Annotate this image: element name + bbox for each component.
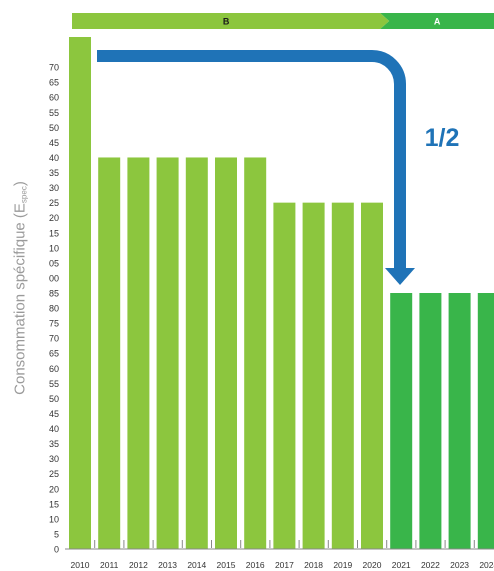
y-tick-labels: 0510152025303540455055606570758085000510…: [49, 63, 59, 555]
y-tick-label: 5: [54, 529, 59, 539]
class-band-b: [72, 13, 390, 29]
bar-2023: [448, 293, 471, 549]
y-tick-label: 00: [49, 273, 59, 283]
y-tick-label: 30: [49, 454, 59, 464]
bar-2019: [331, 202, 354, 549]
y-axis-label-wrap: Consommation spécifique (Espec): [0, 0, 40, 571]
y-tick-label: 0: [54, 545, 59, 555]
x-tick-labels: 2010 2011 2012 2013 2014 2015 2016 2017 2018 2019…: [71, 560, 494, 570]
x-tick-label-2013: 2013: [158, 560, 177, 570]
y-tick-label: 70: [49, 334, 59, 344]
reduction-arrow: 1/2: [97, 50, 460, 285]
bar-2018: [302, 202, 325, 549]
y-tick-label: 75: [49, 319, 59, 329]
x-tick-label-2024: 2024: [479, 560, 494, 570]
x-tick-label-2017: 2017: [275, 560, 294, 570]
y-tick-label: 35: [49, 439, 59, 449]
y-tick-label: 50: [49, 123, 59, 133]
y-axis-label-close: ): [11, 181, 29, 187]
class-band-label: A: [434, 17, 441, 27]
y-tick-label: 85: [49, 289, 59, 299]
y-tick-label: 15: [49, 499, 59, 509]
bar-2012: [127, 157, 150, 549]
bar-2016: [244, 157, 267, 549]
y-tick-label: 60: [49, 93, 59, 103]
x-axis: [65, 540, 494, 550]
x-tick-label-2010: 2010: [71, 560, 90, 570]
y-tick-label: 50: [49, 394, 59, 404]
y-tick-label: 55: [49, 108, 59, 118]
y-tick-label: 60: [49, 364, 59, 374]
x-tick-label-2023: 2023: [450, 560, 469, 570]
y-tick-label: 20: [49, 484, 59, 494]
bar-2020: [361, 202, 383, 549]
y-tick-label: 10: [49, 514, 59, 524]
y-tick-label: 25: [49, 198, 59, 208]
annotation-label: 1/2: [425, 124, 460, 152]
y-tick-label: 40: [49, 153, 59, 163]
y-tick-label: 05: [49, 258, 59, 268]
y-axis-label-subscript: spec: [19, 186, 29, 204]
x-tick-label-2018: 2018: [304, 560, 323, 570]
y-tick-label: 35: [49, 168, 59, 178]
x-tick-label-2016: 2016: [246, 560, 265, 570]
y-tick-label: 10: [49, 243, 59, 253]
bar-2024: [477, 293, 494, 549]
x-tick-label-2019: 2019: [333, 560, 352, 570]
class-band-a: [380, 13, 494, 29]
y-tick-label: 80: [49, 304, 59, 314]
class-band-label: B: [223, 17, 230, 27]
y-tick-label: 65: [49, 349, 59, 359]
bar-2021: [390, 293, 413, 549]
bar-2011: [98, 157, 121, 549]
y-axis-label-text: Consommation spécifique (E: [11, 203, 29, 395]
bar-2013: [156, 157, 179, 549]
arrow-head: [385, 268, 415, 285]
x-tick-label-2022: 2022: [421, 560, 440, 570]
arrow-shaft: [97, 50, 406, 268]
x-tick-label-2020: 2020: [363, 560, 382, 570]
y-tick-label: 30: [49, 183, 59, 193]
x-tick-label-2014: 2014: [187, 560, 206, 570]
x-tick-label-2015: 2015: [217, 560, 236, 570]
bar-2010: [69, 37, 91, 549]
x-tick-label-2021: 2021: [392, 560, 411, 570]
y-tick-label: 65: [49, 78, 59, 88]
bar-2015: [215, 157, 237, 549]
y-tick-label: 25: [49, 469, 59, 479]
x-tick-label-2012: 2012: [129, 560, 148, 570]
bar-2017: [273, 202, 296, 549]
y-axis-label: Consommation spécifique (Espec): [12, 181, 29, 395]
x-tick-label-2011: 2011: [100, 560, 119, 570]
y-tick-label: 45: [49, 409, 59, 419]
y-tick-label: 15: [49, 228, 59, 238]
y-tick-label: 20: [49, 213, 59, 223]
y-tick-label: 55: [49, 379, 59, 389]
bar-2014: [185, 157, 208, 549]
bar-2022: [419, 293, 442, 549]
y-tick-label: 45: [49, 138, 59, 148]
bars: [69, 37, 494, 549]
y-tick-label: 40: [49, 424, 59, 434]
y-tick-label: 70: [49, 63, 59, 73]
